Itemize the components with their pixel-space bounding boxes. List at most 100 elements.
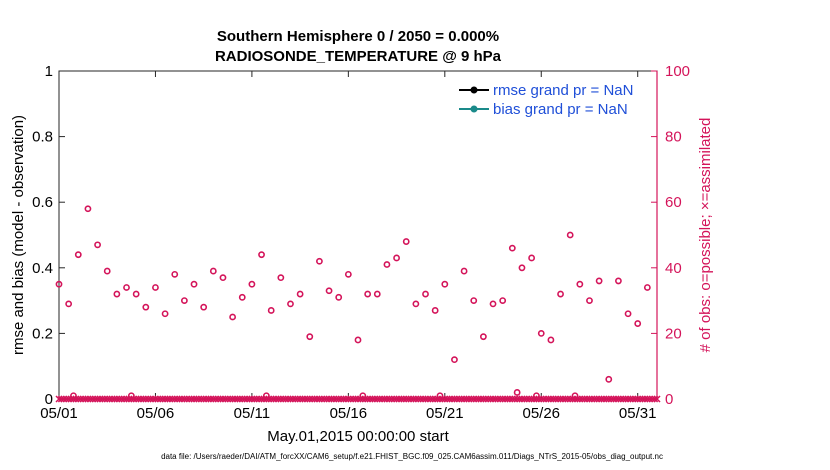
possible-point — [200, 303, 208, 311]
possible-point — [557, 290, 564, 298]
x-tick-label: 05/26 — [522, 405, 560, 422]
y2-tick-label: 100 — [665, 63, 690, 80]
possible-point — [431, 307, 439, 314]
possible-point — [412, 300, 420, 308]
possible-point — [287, 300, 294, 308]
legend-label-rmse: rmse grand pr = NaN — [493, 82, 633, 99]
y2-tick-label: 60 — [665, 194, 682, 211]
possible-point — [65, 300, 73, 308]
assimilated-point-stroke — [653, 395, 661, 403]
x-axis-label: May.01,2015 00:00:00 start — [267, 428, 449, 445]
possible-point — [248, 280, 256, 288]
possible-point — [229, 313, 237, 321]
possible-point — [393, 254, 400, 262]
plot-area — [58, 70, 658, 400]
possible-point — [605, 375, 613, 383]
legend: rmse grand pr = NaN bias grand pr = NaN — [454, 77, 652, 123]
assimilated-point — [653, 395, 661, 403]
possible-point — [180, 297, 188, 304]
legend-marker-rmse — [470, 86, 478, 94]
possible-point — [489, 300, 497, 308]
possible-point — [537, 329, 545, 337]
possible-point — [364, 290, 372, 298]
possible-point — [479, 333, 487, 341]
y-tick-label: 0.8 — [32, 129, 53, 146]
possible-point — [113, 290, 121, 298]
possible-point — [508, 244, 516, 252]
y-axis-label: rmse and bias (model - observation) — [10, 115, 27, 355]
y2-tick-label: 0 — [665, 391, 673, 408]
possible-point — [306, 333, 314, 341]
possible-point — [595, 277, 603, 285]
possible-point — [219, 274, 227, 282]
possible-point — [142, 303, 150, 311]
possible-point — [55, 280, 63, 288]
possible-point — [624, 310, 632, 318]
possible-point — [74, 251, 82, 259]
legend-box — [454, 77, 652, 123]
possible-point — [238, 293, 246, 301]
possible-point — [258, 251, 265, 259]
y-tick-label: 0.2 — [32, 325, 53, 342]
possible-point — [354, 336, 362, 344]
y-axis-ticks: 0 0.2 0.4 0.6 0.8 1 — [32, 63, 65, 408]
possible-point — [316, 257, 323, 265]
y2-tick-label: 20 — [665, 325, 682, 342]
possible-point — [634, 320, 642, 327]
possible-point — [615, 277, 622, 285]
x-tick-label: 05/16 — [330, 405, 368, 422]
y2-tick-label: 40 — [665, 260, 682, 277]
possible-point — [422, 290, 429, 298]
possible-point — [528, 254, 536, 262]
possible-point — [586, 297, 593, 304]
possible-point — [325, 287, 333, 295]
possible-point — [94, 241, 101, 249]
possible-point — [513, 389, 521, 396]
possible-point — [643, 284, 651, 291]
x-tick-label: 05/01 — [40, 405, 78, 422]
possible-point — [576, 280, 584, 288]
possible-point — [499, 297, 507, 304]
possible-point — [296, 290, 304, 298]
possible-point — [470, 297, 478, 304]
scatter-marks — [55, 205, 661, 403]
possible-point — [518, 264, 526, 272]
y-tick-label: 0.6 — [32, 194, 53, 211]
possible-point — [132, 290, 140, 298]
chart-title: Southern Hemisphere 0 / 2050 = 0.000% — [217, 28, 499, 45]
possible-point — [123, 284, 130, 291]
y2-axis-label: # of obs: o=possible; ×=assimilated — [697, 118, 714, 353]
possible-point — [441, 280, 449, 288]
y-tick-label: 1 — [45, 63, 53, 80]
y2-tick-label: 80 — [665, 129, 682, 146]
footer-note: data file: /Users/raeder/DAI/ATM_forcXX/… — [161, 452, 663, 461]
assimilated-point — [651, 395, 659, 403]
possible-point — [547, 336, 555, 344]
possible-point — [335, 293, 343, 301]
possible-point — [103, 267, 111, 275]
possible-point — [84, 205, 92, 213]
possible-point — [451, 356, 458, 364]
possible-point — [566, 231, 574, 239]
possible-point — [161, 310, 169, 318]
possible-point — [152, 284, 159, 291]
possible-point — [373, 290, 381, 298]
possible-point — [277, 274, 285, 282]
y-tick-label: 0.4 — [32, 260, 53, 277]
assimilated-point-stroke — [651, 395, 659, 403]
possible-point — [402, 238, 410, 245]
possible-point — [267, 307, 275, 314]
x-tick-label: 05/21 — [426, 405, 464, 422]
y2-axis-ticks: 0 20 40 60 80 100 — [651, 63, 690, 408]
possible-point — [383, 261, 391, 268]
chart-subtitle: RADIOSONDE_TEMPERATURE @ 9 hPa — [215, 48, 502, 65]
legend-label-bias: bias grand pr = NaN — [493, 101, 628, 118]
possible-point — [171, 270, 179, 278]
x-tick-label: 05/11 — [234, 405, 270, 422]
legend-marker-bias — [470, 105, 478, 113]
x-tick-label: 05/31 — [619, 405, 657, 422]
y-tick-label: 0 — [45, 391, 53, 408]
possible-point — [190, 280, 198, 288]
x-tick-label: 05/06 — [137, 405, 175, 422]
